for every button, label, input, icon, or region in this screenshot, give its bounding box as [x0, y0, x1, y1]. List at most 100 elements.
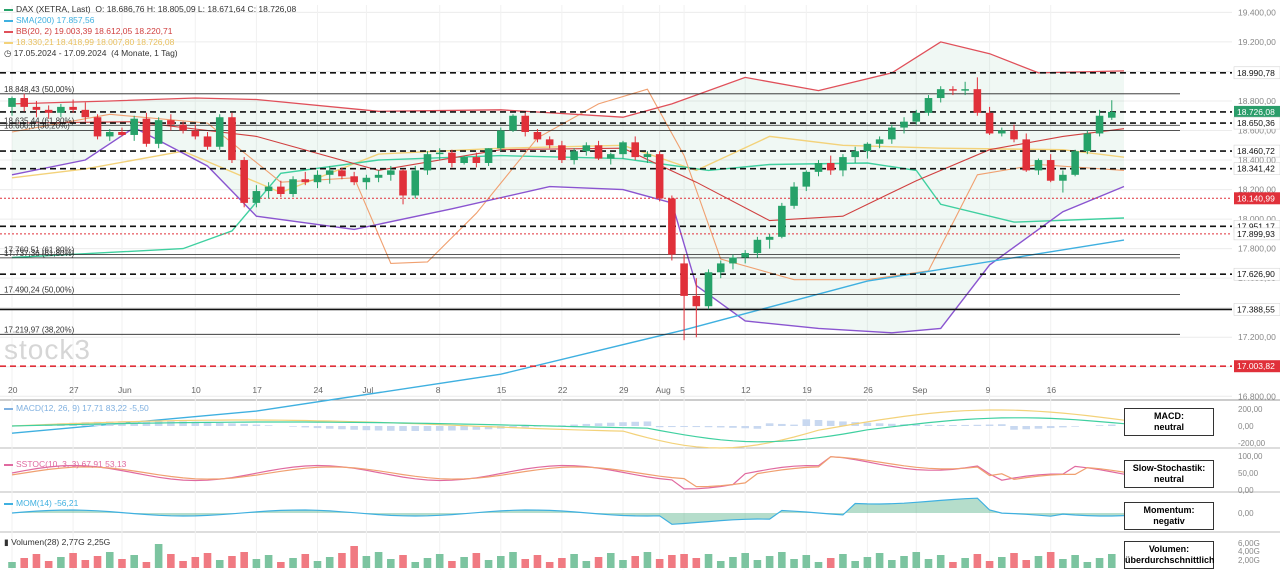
price-level-tag-label: 17.626,90 — [1237, 269, 1275, 279]
y-tick-label: 18.600,00 — [1238, 126, 1276, 136]
bb-lower-line — [11, 126, 1125, 334]
macd-line — [11, 409, 1125, 449]
candle-body — [729, 257, 737, 264]
volume-bar — [1071, 555, 1079, 568]
price-level-tag-label: 18.140,99 — [1237, 193, 1275, 203]
stoch-d-line — [11, 456, 1125, 488]
macd-status-title: MACD: — [1154, 411, 1184, 421]
macd-histogram-bar — [1107, 424, 1116, 426]
price-level-tag-label: 18.341,42 — [1237, 164, 1275, 174]
volume-bar — [338, 553, 346, 568]
candle-body — [668, 198, 676, 255]
volume-bar — [313, 561, 322, 568]
stoch-tick-label: 100,00 — [1238, 452, 1263, 461]
price-level-tag — [1233, 227, 1280, 241]
x-tick-label: 22 — [558, 385, 568, 395]
macd-histogram-bar — [655, 426, 664, 428]
x-tick-label: 5 — [680, 385, 685, 395]
macd-histogram-bar — [704, 426, 713, 428]
macd-histogram-bar — [240, 423, 248, 426]
x-tick-label: 20 — [8, 385, 18, 395]
volume-bar — [44, 561, 53, 568]
price-level-tag — [1233, 66, 1280, 80]
macd-histogram-bar — [753, 426, 762, 429]
fib-level-label: 17.737,36 (61,80%) — [4, 249, 75, 258]
candle-body — [81, 109, 90, 118]
vol-status-title: Volumen: — [1148, 544, 1190, 554]
macd-tick-label: -200,00 — [1238, 439, 1266, 448]
candle-body — [900, 121, 908, 128]
mom-label: MOM(14) -56,21 — [16, 498, 79, 508]
macd-histogram-bar — [399, 426, 407, 431]
volume-bar — [631, 556, 639, 568]
candle-body — [1059, 174, 1067, 181]
candle-body — [973, 89, 982, 113]
macd-swatch-icon — [4, 407, 13, 410]
macd-histogram-bar — [1059, 426, 1067, 428]
legend-range: 17.05.2024 - 17.09.2024 — [13, 48, 107, 58]
volume-bar — [203, 553, 212, 568]
x-tick-label: 29 — [619, 385, 629, 395]
candle-body — [1022, 139, 1031, 171]
volume-bar — [252, 559, 261, 568]
x-tick-label: 16 — [1047, 385, 1057, 395]
candle-body — [1107, 111, 1116, 118]
volume-bar — [924, 559, 933, 568]
candle-body — [154, 120, 163, 144]
stoch-status-value: neutral — [1153, 474, 1184, 484]
macd-histogram-bar — [912, 424, 921, 426]
macd-histogram-bar — [680, 426, 688, 428]
volume-bar — [228, 556, 236, 568]
volume-bar — [69, 553, 77, 568]
candle-body — [570, 151, 578, 161]
macd-histogram-bar — [839, 421, 847, 426]
volume-bar — [668, 555, 676, 568]
candle-body — [1010, 130, 1018, 140]
price-level-tag-label: 18.726,08 — [1237, 107, 1275, 117]
price-level-tag — [1234, 360, 1280, 373]
macd-histogram-bar — [1034, 426, 1043, 429]
candle-body — [93, 117, 102, 137]
price-level-tag — [1233, 162, 1280, 175]
candle-body — [325, 170, 334, 175]
candle-body — [228, 117, 236, 161]
candle-body — [435, 152, 444, 155]
macd-histogram-bar — [863, 422, 872, 426]
stoch-status-box: Slow-Stochastik: neutral — [1124, 460, 1214, 488]
mom-status-value: negativ — [1153, 516, 1185, 526]
macd-histogram-bar — [167, 421, 175, 426]
candle-body — [655, 154, 664, 199]
fib-level-label: 18.600,0 (38,20%) — [4, 122, 70, 131]
volume-bar — [264, 555, 273, 568]
price-level-tag-label: 17.388,55 — [1237, 304, 1275, 314]
volume-bar — [1034, 556, 1043, 568]
mom-swatch-icon — [4, 502, 13, 505]
volume-bar — [692, 558, 701, 568]
vol-label-row: ▮ Volumen(28) 2,77G 2,25G — [4, 537, 110, 548]
volume-bar — [778, 552, 786, 568]
macd-histogram-bar — [484, 426, 493, 430]
volume-bar — [362, 556, 371, 568]
clock-icon: ◷ — [4, 48, 12, 58]
chart-legend: DAX (XETRA, Last) O: 18.686,76 H: 18.805… — [4, 4, 296, 59]
macd-histogram-bar — [729, 426, 737, 428]
price-level-tag-label: 18.650,36 — [1237, 118, 1275, 128]
macd-histogram-bar — [362, 426, 371, 431]
candle-body — [69, 106, 77, 110]
volume-bar — [142, 562, 151, 568]
volume-bar — [1022, 560, 1031, 568]
volume-bar — [973, 554, 982, 568]
candle-body — [839, 157, 847, 171]
candle-body — [961, 89, 969, 91]
candle-body — [765, 236, 774, 240]
candle-body — [778, 205, 786, 237]
macd-histogram-bar — [423, 426, 432, 431]
candle-body — [399, 170, 407, 196]
candle-body — [753, 239, 762, 254]
macd-histogram-bar — [252, 424, 261, 426]
volume-bar — [484, 560, 493, 568]
volume-bar — [863, 557, 872, 568]
macd-histogram-bar — [533, 426, 542, 427]
volume-bar — [460, 557, 468, 568]
